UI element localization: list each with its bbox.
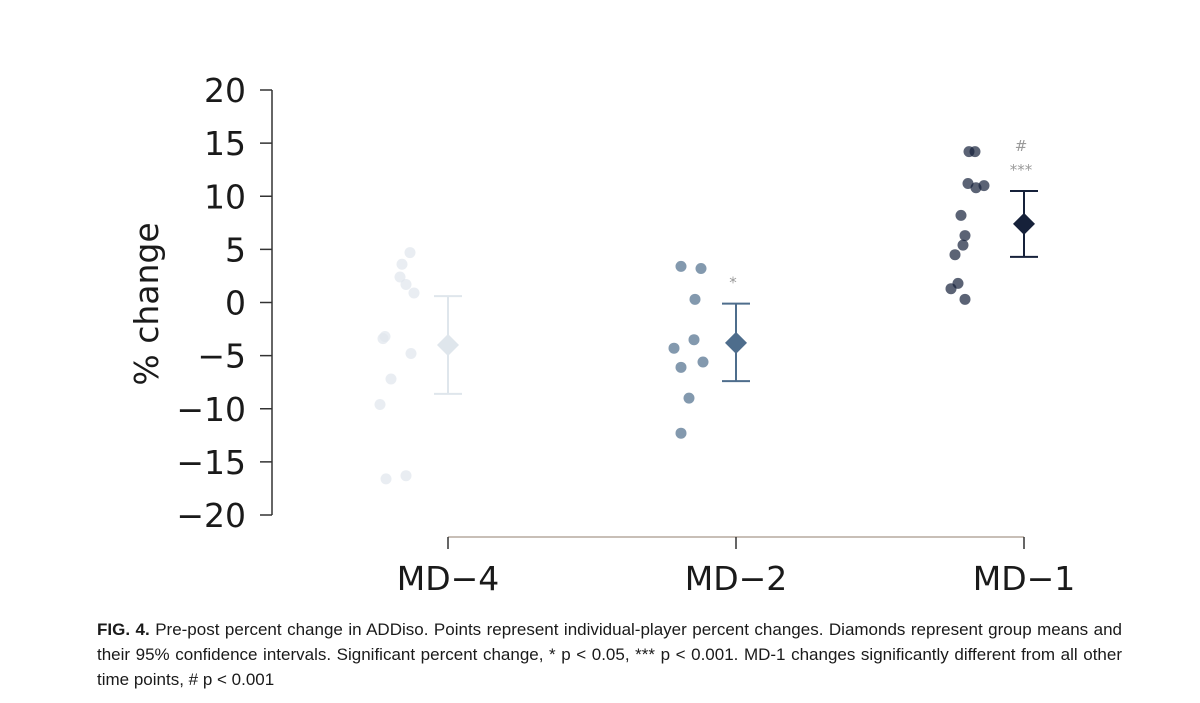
figure-caption-label: FIG. 4. xyxy=(97,620,150,639)
y-tick-label: 20 xyxy=(204,71,246,110)
data-point xyxy=(970,182,982,194)
chart: 20 15 10 5 0 −5 −10 −15 −20 MD−4 MD−2 MD−1 * # *** %… xyxy=(127,71,1076,598)
y-tick-label: 10 xyxy=(204,177,246,216)
mean-diamond xyxy=(725,331,747,354)
y-axis-label: % change xyxy=(127,222,166,385)
mean-diamond xyxy=(1013,212,1035,235)
y-tick-label: −15 xyxy=(176,443,246,482)
data-point xyxy=(405,348,417,359)
data-point xyxy=(394,271,406,283)
x-axis: MD−4 MD−2 MD−1 xyxy=(397,536,1076,598)
data-point xyxy=(959,230,971,242)
data-point xyxy=(683,392,695,404)
data-point xyxy=(408,287,420,299)
x-tick-label: MD−2 xyxy=(685,559,788,598)
data-point xyxy=(689,293,701,305)
data-point xyxy=(957,239,969,251)
mean-diamond xyxy=(437,334,459,356)
data-point xyxy=(400,470,412,482)
data-point xyxy=(400,278,412,290)
data-point xyxy=(374,399,386,410)
data-point xyxy=(959,293,971,305)
figure-caption-text: Pre-post percent change in ADDiso. Point… xyxy=(97,620,1122,689)
significance-marker: *** xyxy=(1010,161,1033,179)
data-point xyxy=(949,249,961,261)
data-point xyxy=(945,283,957,295)
data-point xyxy=(675,260,687,272)
data-point xyxy=(695,263,707,274)
x-tick-label: MD−1 xyxy=(973,559,1076,598)
y-axis: 20 15 10 5 0 −5 −10 −15 −20 xyxy=(176,71,273,535)
chart-marks: * # *** xyxy=(374,137,1038,485)
data-point xyxy=(955,209,967,221)
data-point xyxy=(385,373,397,385)
y-tick-label: 0 xyxy=(225,284,246,323)
data-point xyxy=(697,356,709,368)
data-point xyxy=(404,247,416,259)
figure-caption: FIG. 4. Pre-post percent change in ADDis… xyxy=(97,617,1122,692)
data-point xyxy=(380,473,392,485)
y-tick-label: −20 xyxy=(176,496,246,535)
y-tick-label: −5 xyxy=(197,337,246,376)
x-tick-label: MD−4 xyxy=(397,559,500,598)
y-tick-label: 15 xyxy=(204,124,246,163)
significance-marker: # xyxy=(1015,137,1028,155)
y-tick-label: 5 xyxy=(225,230,246,269)
data-point xyxy=(668,342,680,354)
data-point xyxy=(969,146,981,158)
data-point xyxy=(675,361,687,373)
y-tick-label: −10 xyxy=(176,390,246,429)
data-point xyxy=(688,334,700,346)
data-point xyxy=(377,333,389,345)
data-point xyxy=(396,258,408,270)
significance-marker: * xyxy=(729,274,737,292)
data-point xyxy=(675,427,687,439)
